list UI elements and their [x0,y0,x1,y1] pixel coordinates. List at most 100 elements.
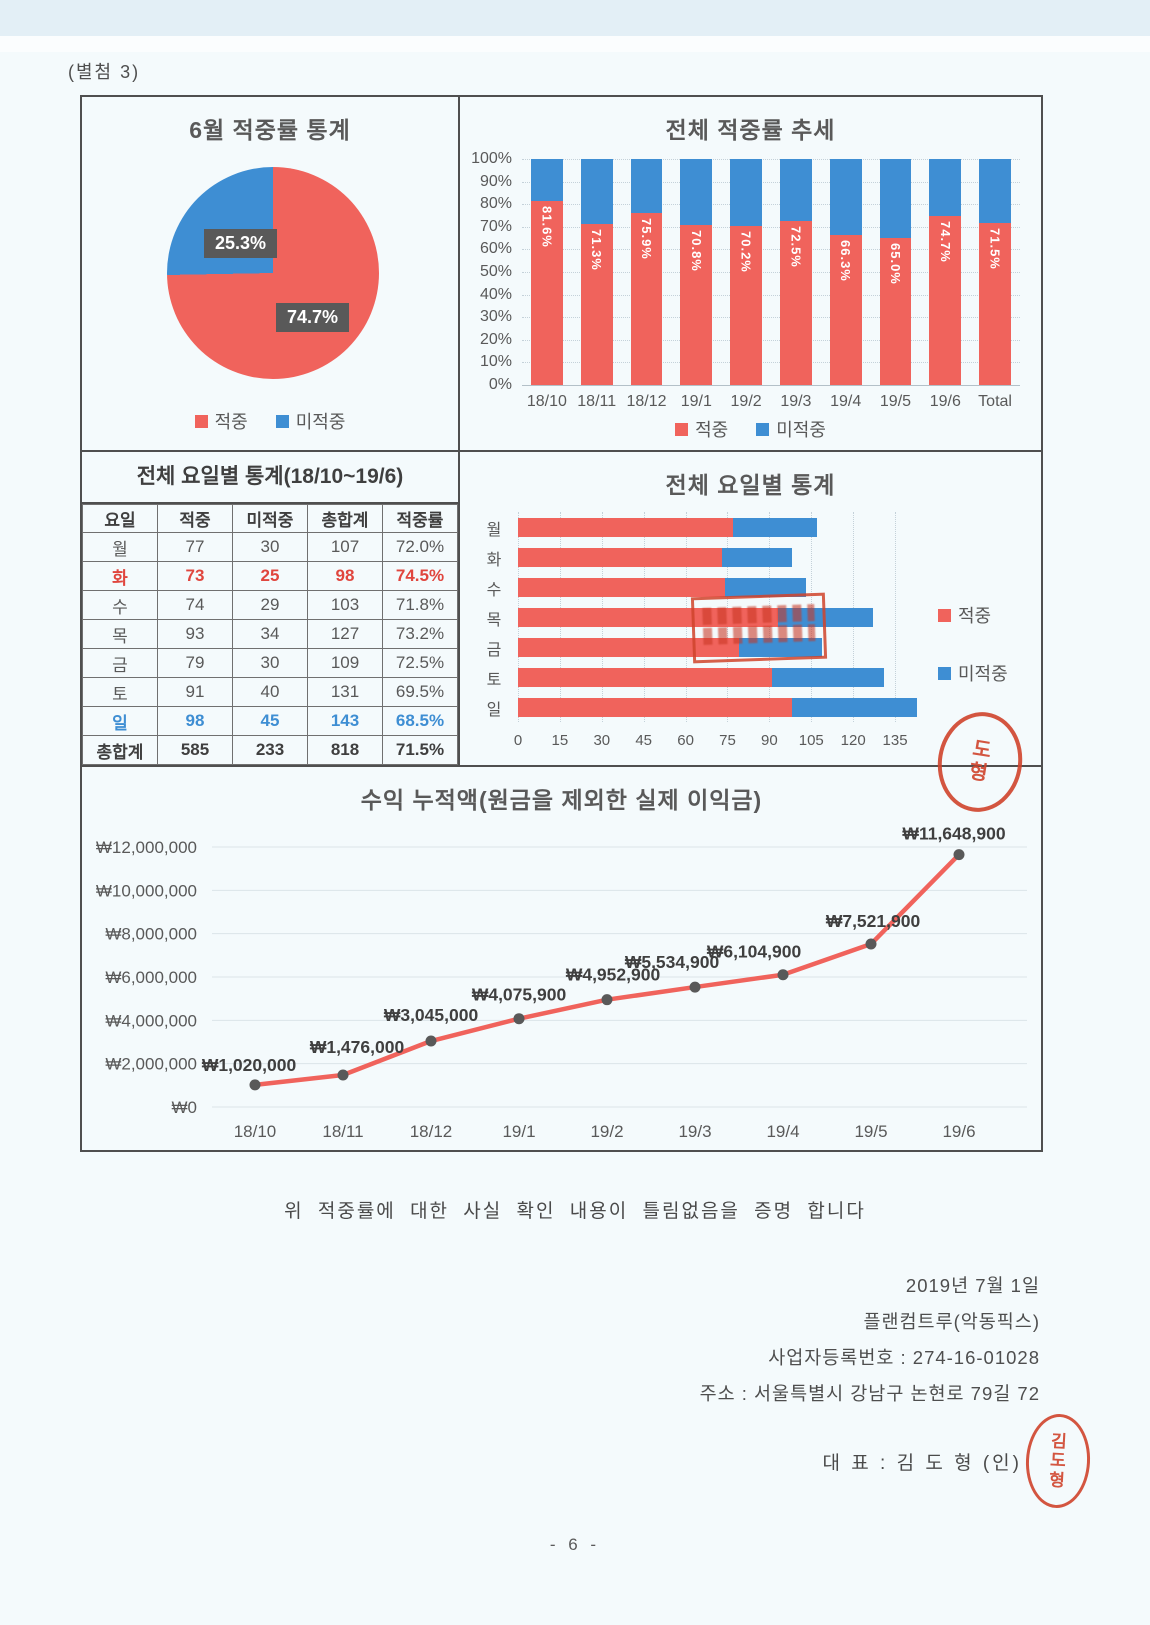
table-cell: 30 [232,648,308,678]
miss-segment [879,159,912,239]
profit-data-point [601,994,613,1006]
y-tick-label: 60% [479,240,512,258]
profit-point-label: ₩7,521,900 [826,911,921,931]
bar-value-label: 65.0% [887,243,903,285]
certification-statement: 위 적중률에 대한 사실 확인 내용이 틀림없음을 증명 합니다 [284,1201,866,1222]
column-header: 적중률 [382,504,458,533]
profit-x-category-label: 19/6 [942,1122,975,1141]
signoff-address: 주소 : 서울특별시 강남구 논현로 79길 72 [699,1383,1040,1404]
table-body: 월 77 30 107 72.0% 화 73 25 98 74.5% 수 74 29 103 71.8% 목 9… [82,532,458,765]
weekday-bar-row [518,512,923,542]
weekday-legend: 적중 미적중 [938,602,1008,686]
profit-y-tick-label: ₩12,000,000 [96,838,197,857]
trend-panel: 전체 적중률 추세 100% 90% 80% 70% 60% 50% 40% 30% 20% 10… [458,95,1043,452]
profit-data-point [425,1035,437,1047]
trend-y-axis: 100% 90% 80% 70% 60% 50% 40% 30% 20% 10% 0% [464,150,516,393]
page-number: - 6 - [549,1535,601,1554]
x-tick-label: 135 [882,732,908,749]
profit-y-tick-label: ₩2,000,000 [105,1055,197,1074]
miss-segment [829,159,862,236]
table-cell: 79 [157,648,233,678]
profit-x-category-label: 18/10 [234,1122,277,1141]
hit-segment: 65.0% [879,238,912,385]
table-cell: 30 [232,532,308,562]
weekday-bar-row [518,692,923,722]
legend-hit-label: 적중 [958,606,992,626]
table-cell: 74 [157,590,233,620]
trend-bar-column: 70.2% [721,159,771,385]
y-tick-label: 30% [479,308,512,326]
x-category-label: Total [978,393,1012,410]
legend-item-hit: 적중 [675,416,728,442]
table-row: 일 98 45 143 68.5% [82,706,458,736]
x-tick-label: 15 [551,732,569,749]
profit-y-tick-label: ₩8,000,000 [105,925,197,944]
table-cell: 585 [157,735,233,765]
table-cell: 금 [82,648,158,678]
hit-segment: 66.3% [829,235,862,385]
trend-bar-column: 81.6% [522,159,572,385]
miss-segment [531,159,563,201]
profit-x-category-label: 19/2 [590,1122,623,1141]
legend-item-hit: 적중 [194,408,248,434]
signoff-company: 플랜컴트루(악동픽스) [863,1311,1040,1332]
pie-miss-label: 25.3% [204,229,278,258]
pie-chart-title: 6월 적중률 통계 [189,117,351,143]
miss-segment [580,159,613,224]
pie-hit-label: 74.7% [276,303,350,332]
trend-gridline [522,272,1020,273]
profit-point-label: ₩5,534,900 [625,952,720,972]
x-category-label: 19/1 [680,393,712,410]
x-tick-label: 105 [798,732,824,749]
trend-chart-title: 전체 적중률 추세 [665,117,836,143]
profit-point-label: ₩4,952,900 [566,965,661,985]
trend-x-axis: 18/10 18/11 18/12 19/1 19/2 19/3 19/4 19/5 19/6 T… [522,393,1020,411]
column-header: 미적중 [232,504,308,533]
company-seal-stamp [690,592,828,664]
stamp-char: 도 [971,737,993,763]
table-cell: 총합계 [82,735,158,765]
legend-hit-label: 적중 [214,412,248,432]
miss-swatch-icon [756,422,770,436]
representative-name-stamp: 김 도 형 [1023,1412,1093,1510]
trend-gridline [522,362,1020,364]
hit-swatch-icon [194,414,208,428]
hit-segment: 72.5% [779,221,812,385]
trend-gridline [522,249,1020,251]
table-cell: 818 [307,735,383,765]
x-category-label: 19/6 [929,393,961,410]
seal-text-line [702,624,816,645]
trend-gridline [522,226,1020,228]
trend-gridline [522,181,1020,183]
table-cell: 69.5% [382,677,458,707]
table-cell: 월 [82,532,158,562]
table-cell: 107 [307,532,383,562]
hit-segment: 70.2% [730,226,762,385]
x-tick-label: 45 [635,732,653,749]
table-cell: 72.5% [382,648,458,678]
bar-value-label: 70.8% [688,229,704,272]
trend-bar-column: 71.3% [572,159,622,385]
weekday-plot [518,512,923,722]
stamp-char: 형 [967,760,990,786]
trend-gridline [522,294,1020,296]
table-cell: 일 [82,706,158,736]
table-cell: 74.5% [382,561,458,591]
trend-bars: 81.6% 71.3% 75.9% 70.8% 70.2% 72.5% 66.3% 65.0%… [522,159,1020,385]
legend-item-hit: 적중 [938,602,1008,628]
profit-data-point [249,1079,261,1091]
hit-segment: 70.8% [680,224,713,385]
signoff-business-number: 사업자등록번호 : 274-16-01028 [768,1347,1040,1368]
hit-bar [518,547,722,567]
bar-value-label: 71.5% [987,228,1003,271]
hit-bar [518,517,734,537]
weekday-label: 월 [486,522,502,539]
weekday-bar-row [518,662,923,692]
hit-bar [518,577,725,597]
x-tick-label: 90 [761,732,778,749]
y-tick-label: 100% [471,150,512,167]
table-cell: 77 [157,532,233,562]
miss-segment [680,159,713,225]
miss-segment [730,159,762,227]
